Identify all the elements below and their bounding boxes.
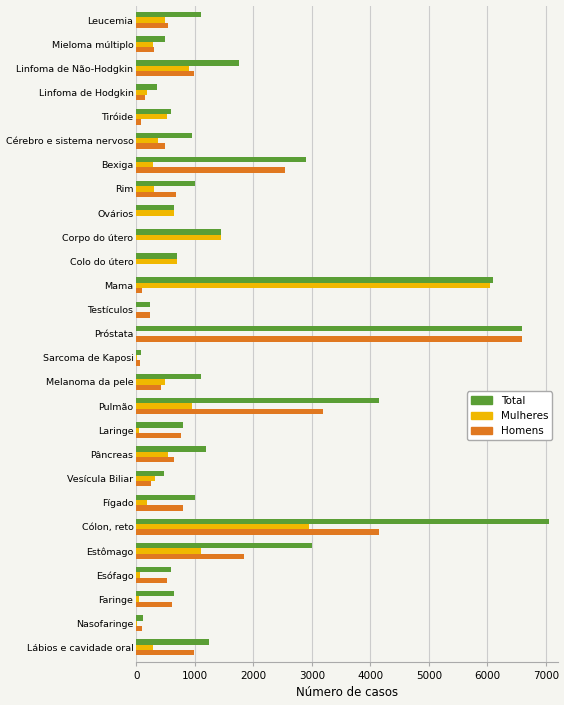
Bar	[136, 385, 161, 390]
Bar	[136, 645, 153, 650]
Bar	[136, 360, 140, 366]
Bar	[136, 168, 285, 173]
Bar	[136, 133, 192, 138]
Bar	[136, 355, 138, 360]
Bar	[136, 626, 142, 631]
Bar	[136, 398, 379, 403]
Bar	[136, 253, 177, 259]
Bar	[136, 210, 174, 216]
Bar	[136, 138, 158, 143]
Bar	[136, 85, 157, 90]
Bar	[136, 162, 153, 168]
Bar	[136, 452, 169, 457]
Bar	[136, 90, 147, 95]
Bar	[136, 495, 195, 500]
Bar	[136, 591, 174, 596]
Bar	[136, 409, 324, 414]
Bar	[136, 427, 139, 433]
Bar	[136, 650, 193, 656]
Bar	[136, 119, 141, 125]
Bar	[136, 374, 201, 379]
Bar	[136, 12, 201, 18]
Bar	[136, 71, 193, 76]
Bar	[136, 186, 154, 192]
Bar	[136, 23, 169, 28]
Bar	[136, 259, 177, 264]
Bar	[136, 553, 244, 559]
Bar	[136, 278, 493, 283]
Bar	[136, 36, 165, 42]
Bar	[136, 602, 173, 607]
Bar	[136, 596, 139, 602]
Bar	[136, 114, 167, 119]
Bar	[136, 235, 221, 240]
Bar	[136, 567, 171, 572]
Bar	[136, 577, 167, 583]
Bar	[136, 422, 183, 427]
Bar	[136, 61, 239, 66]
Bar	[136, 95, 145, 100]
Bar	[136, 157, 306, 162]
Bar	[136, 66, 189, 71]
Bar	[136, 283, 490, 288]
Bar	[136, 379, 165, 385]
Legend: Total, Mulheres, Homens: Total, Mulheres, Homens	[468, 391, 552, 440]
Bar	[136, 572, 140, 577]
Bar	[136, 326, 522, 331]
Bar	[136, 615, 143, 620]
Bar	[136, 42, 153, 47]
Bar	[136, 446, 206, 452]
Bar	[136, 505, 183, 510]
Bar	[136, 433, 180, 439]
Bar	[136, 143, 165, 149]
Bar	[136, 312, 149, 317]
Bar	[136, 47, 154, 52]
X-axis label: Número de casos: Número de casos	[296, 687, 398, 699]
Bar	[136, 500, 147, 505]
Bar	[136, 229, 221, 235]
Bar	[136, 543, 312, 548]
Bar	[136, 403, 192, 409]
Bar	[136, 529, 379, 534]
Bar	[136, 336, 522, 342]
Bar	[136, 481, 151, 486]
Bar	[136, 192, 176, 197]
Bar	[136, 181, 195, 186]
Bar	[136, 109, 171, 114]
Bar	[136, 620, 138, 626]
Bar	[136, 639, 209, 645]
Bar	[136, 524, 309, 529]
Bar	[136, 519, 549, 524]
Bar	[136, 302, 149, 307]
Bar	[136, 288, 142, 293]
Bar	[136, 548, 201, 553]
Bar	[136, 205, 174, 210]
Bar	[136, 470, 164, 476]
Bar	[136, 476, 155, 481]
Bar	[136, 350, 141, 355]
Bar	[136, 18, 165, 23]
Bar	[136, 457, 174, 462]
